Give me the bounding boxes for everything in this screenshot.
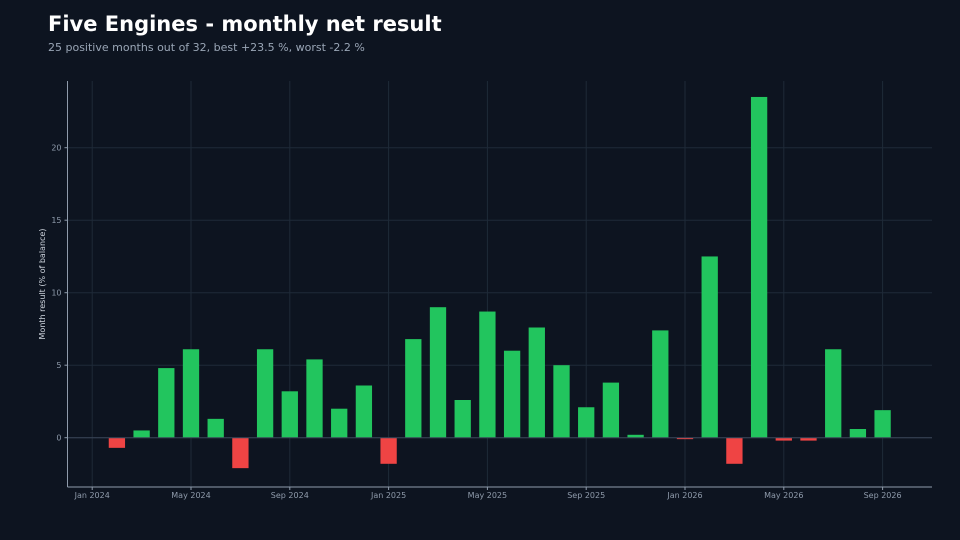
- bar-2024-07: [232, 437, 249, 469]
- bar-2024-09: [281, 391, 298, 438]
- bar-2025-01: [380, 437, 397, 464]
- bar-2024-10: [306, 359, 323, 438]
- bar-2026-07: [825, 349, 842, 438]
- x-tick-label: Sep 2026: [864, 491, 902, 500]
- bar-2025-08: [553, 365, 570, 438]
- bar-2025-02: [405, 339, 422, 438]
- x-tick-label: Jan 2024: [74, 491, 110, 500]
- bar-2025-07: [528, 327, 545, 438]
- bar-2026-03: [726, 437, 743, 464]
- bar-2024-04: [158, 368, 175, 438]
- bar-2025-11: [627, 434, 644, 438]
- bar-2024-08: [256, 349, 274, 438]
- y-tick-label: 0: [56, 434, 61, 443]
- y-tick-label: 5: [56, 361, 61, 370]
- bar-2026-01: [676, 437, 694, 440]
- bar-2024-12: [355, 385, 373, 438]
- bar-2025-06: [503, 350, 521, 438]
- bar-2026-04: [750, 96, 768, 438]
- bar-2025-09: [578, 407, 595, 438]
- x-tick-label: Sep 2024: [271, 491, 309, 500]
- bar-2025-12: [652, 330, 669, 438]
- bar-2025-04: [454, 400, 471, 438]
- bar-2024-02: [108, 437, 126, 448]
- y-tick-label: 10: [51, 289, 61, 298]
- bar-2026-02: [701, 256, 718, 438]
- x-tick-label: May 2026: [764, 491, 803, 500]
- y-tick-label: 20: [51, 144, 61, 153]
- bar-2025-05: [479, 311, 496, 438]
- y-tick-label: 15: [51, 216, 61, 225]
- bar-2026-06: [800, 437, 817, 441]
- bar-2025-03: [429, 307, 447, 438]
- axes: [67, 81, 932, 488]
- bar-2024-11: [331, 408, 348, 438]
- x-tick-label: Sep 2025: [567, 491, 605, 500]
- bar-2026-08: [849, 429, 867, 438]
- bar-2025-10: [602, 382, 620, 438]
- bar-2026-05: [775, 437, 792, 441]
- chart-title: Five Engines - monthly net result: [48, 12, 442, 36]
- bar-2024-03: [133, 430, 150, 438]
- tick-labels: 0 5 10 15 20 Jan 2024 May 2024 Sep 2024 Jan 2025…: [51, 144, 901, 500]
- x-tick-label: May 2025: [468, 491, 507, 500]
- bar-2024-05: [182, 349, 200, 438]
- bar-2024-06: [207, 418, 224, 438]
- bar-2026-09: [874, 410, 891, 438]
- x-tick-label: Jan 2026: [666, 491, 702, 500]
- x-tick-label: Jan 2025: [370, 491, 406, 500]
- x-tick-label: May 2024: [171, 491, 210, 500]
- chart-subtitle: 25 positive months out of 32, best +23.5…: [48, 41, 365, 54]
- bars: [67, 96, 932, 469]
- y-axis-label: Month result (% of balance): [38, 229, 47, 340]
